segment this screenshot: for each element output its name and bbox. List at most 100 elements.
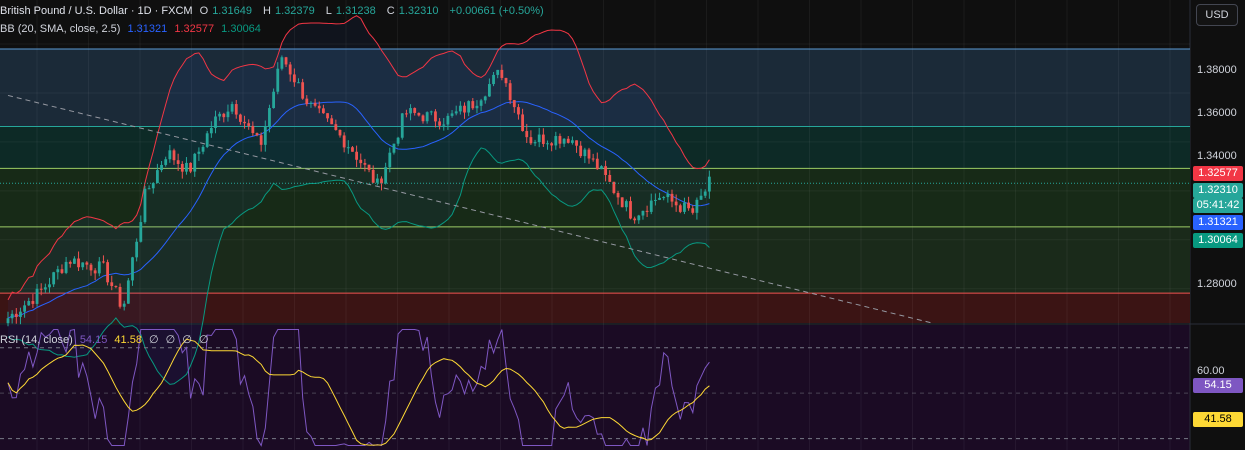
candle-body (417, 112, 421, 116)
rsi-extra-3: ∅ (182, 334, 192, 346)
candle-body (126, 280, 130, 304)
candle-body (434, 111, 437, 122)
candle-body (517, 107, 520, 115)
rsi-label[interactable]: RSI (14, close) (0, 334, 73, 346)
candle-body (222, 113, 226, 118)
bb-upper-line (7, 15, 710, 301)
zone-4 (0, 293, 1190, 323)
candle-body (292, 74, 296, 83)
candle-body (707, 176, 711, 192)
candle-body (375, 178, 379, 183)
candle-body (135, 241, 139, 258)
candle-body (475, 105, 479, 109)
candle-body (571, 140, 574, 143)
candle-body (68, 261, 72, 264)
candle-body (629, 201, 632, 219)
candle-body (537, 134, 541, 143)
candle-body (371, 169, 375, 183)
candle-body (27, 301, 31, 306)
candle-body (541, 134, 545, 144)
candle-body (214, 116, 217, 129)
candle-body (151, 183, 155, 189)
candle-body (255, 133, 259, 136)
candle-body (658, 197, 661, 200)
price-tick-1.38: 1.38000 (1197, 64, 1237, 76)
candle-body (234, 104, 238, 115)
candle-body (114, 286, 118, 288)
candle-body (604, 166, 607, 175)
candle-body (6, 318, 10, 324)
price-tick-1.28: 1.28000 (1197, 278, 1237, 290)
countdown-tag: 05:41:42 (1193, 198, 1243, 213)
candle-body (102, 261, 105, 263)
candle-body (35, 288, 39, 304)
candle-body (587, 149, 591, 159)
candle-body (608, 174, 612, 182)
bb-label[interactable]: BB (20, SMA, close, 2.5) (0, 23, 121, 35)
candle-body (243, 121, 246, 124)
candle-body (60, 269, 64, 273)
high-key: H (263, 5, 271, 17)
candle-body (683, 202, 686, 212)
symbol-title[interactable]: British Pound / U.S. Dollar · 1D · FXCM (0, 5, 193, 17)
candle-body (409, 108, 412, 114)
candle-body (305, 98, 309, 105)
candle-body (624, 201, 628, 208)
candle-body (595, 158, 599, 170)
change-value: +0.00661 (+0.50%) (449, 5, 544, 17)
currency-button[interactable]: USD (1196, 4, 1238, 26)
candle-body (670, 193, 674, 202)
candle-body (280, 57, 284, 69)
candle-body (56, 269, 60, 273)
bb-lower-line (7, 147, 710, 385)
candle-body (139, 222, 143, 242)
close-value: 1.32310 (398, 5, 439, 17)
candle-body (218, 113, 222, 117)
close-key: C (386, 5, 395, 17)
rsi-extra-1: ∅ (149, 334, 159, 346)
candle-body (703, 191, 707, 196)
candle-body (209, 128, 213, 134)
lower-band-tag: 1.30064 (1193, 233, 1243, 248)
rsi-extra-2: ∅ (165, 334, 176, 346)
rsi-value-tag: 54.15 (1193, 378, 1243, 393)
candle-body (326, 113, 329, 119)
candle-body (247, 123, 251, 126)
candle-body (131, 257, 134, 281)
candle-body (392, 143, 396, 153)
candle-body (346, 147, 350, 149)
candle-body (633, 218, 637, 221)
candle-body (575, 140, 578, 146)
candle-body (612, 181, 616, 193)
candle-body (380, 178, 383, 184)
candle-body (400, 113, 404, 138)
candle-body (77, 258, 80, 268)
candle-body (600, 166, 603, 170)
candle-body (251, 125, 255, 134)
candle-body (189, 162, 192, 172)
zone-3 (0, 226, 1190, 294)
candle-body (122, 303, 126, 307)
candle-body (616, 192, 620, 198)
candle-body (110, 282, 114, 287)
candle-body (467, 101, 471, 113)
rsi-tick-60: 60.00 (1197, 365, 1225, 377)
candle-body (39, 288, 43, 290)
candle-body (48, 284, 51, 288)
candle-body (546, 143, 549, 145)
candle-body (413, 108, 417, 113)
candle-body (176, 160, 180, 164)
candle-body (554, 136, 558, 146)
candle-body (421, 115, 425, 122)
candle-body (525, 131, 529, 138)
candle-body (239, 114, 242, 122)
candle-body (367, 164, 371, 170)
candle-body (19, 311, 22, 317)
candle-body (463, 105, 466, 113)
candle-body (454, 111, 458, 114)
open-value: 1.31649 (212, 5, 252, 17)
candle-body (10, 313, 14, 319)
zone-0 (0, 48, 1190, 127)
